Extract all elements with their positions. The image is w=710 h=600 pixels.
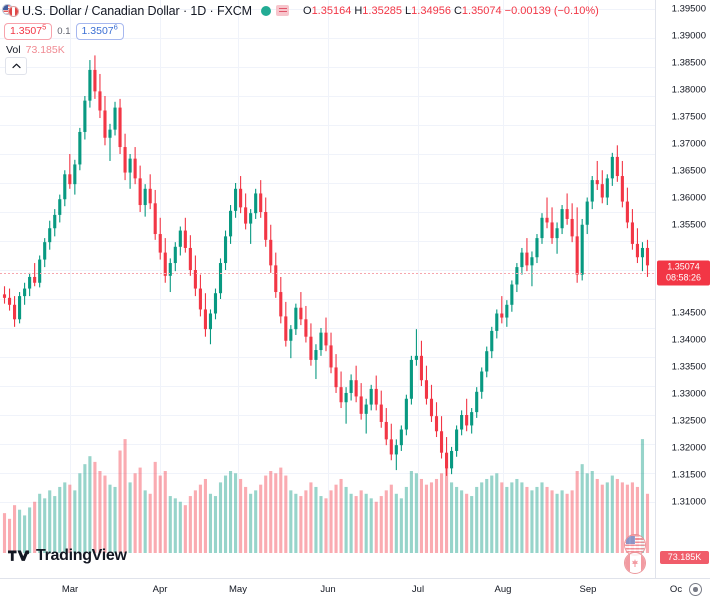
ask-price-badge[interactable]: 1.35076 (75, 22, 124, 40)
chart-canvas[interactable] (0, 0, 655, 578)
price-tick-label: 1.38000 (671, 84, 706, 96)
price-tick-label: 1.39500 (671, 3, 706, 15)
price-tick-label: 1.32500 (671, 415, 706, 427)
price-tick-label: 1.39000 (671, 30, 706, 42)
time-tick-label: Jun (320, 584, 336, 595)
flag-marker-ca[interactable] (624, 552, 646, 574)
time-tick-label: Mar (61, 584, 79, 595)
price-tick-label: 1.35500 (671, 219, 706, 231)
time-tick-label: May (229, 584, 247, 595)
time-tick-label: Jul (411, 584, 425, 595)
price-tick-label: 1.37500 (671, 111, 706, 123)
price-tick-label: 1.33500 (671, 361, 706, 373)
current-price-badge[interactable]: 1.35074 08:58:26 (657, 260, 710, 286)
time-tick-label: Apr (152, 584, 168, 595)
time-axis[interactable]: Mar Apr May Jun Jul Aug Sep Oc (0, 578, 710, 600)
bid-price-sup: 5 (42, 22, 47, 31)
price-tick-label: 1.33000 (671, 388, 706, 400)
ask-price-main: 1.3507 (81, 24, 114, 37)
volume-bars (2, 439, 650, 553)
maple-leaf-icon (631, 559, 639, 567)
price-tick-label: 1.31500 (671, 469, 706, 481)
price-tick-label: 1.34500 (671, 307, 706, 319)
grid-lines (0, 0, 655, 553)
volume-current-badge[interactable]: 73.185K (660, 551, 709, 564)
time-tick-label: Oc (669, 584, 683, 595)
current-price-value: 1.35074 (667, 261, 700, 272)
price-tick-label: 1.31000 (671, 496, 706, 508)
legend-quote-row: 1.35075 0.1 1.35076 (2, 22, 655, 40)
ask-price-sup: 6 (113, 22, 118, 31)
axis-settings-icon[interactable] (689, 583, 702, 596)
price-tick-label: 1.36500 (671, 165, 706, 177)
flag-marker-us[interactable] (624, 534, 646, 556)
legend-collapse-button[interactable] (5, 57, 27, 75)
chart-plot-area[interactable] (0, 0, 655, 578)
watermark-text: TradingView (36, 547, 127, 564)
tradingview-logo-icon (8, 550, 30, 561)
bid-price-badge[interactable]: 1.35075 (4, 22, 53, 40)
price-axis[interactable]: 1.39500 1.39000 1.38500 1.38000 1.37500 1.370… (655, 0, 710, 578)
price-tick-label: 1.38500 (671, 57, 706, 69)
price-tick-label: 1.36000 (671, 192, 706, 204)
candlestick-series[interactable] (2, 55, 650, 476)
price-tick-label: 1.32000 (671, 442, 706, 454)
tradingview-watermark[interactable]: TradingView (8, 547, 127, 565)
time-tick-label: Sep (579, 584, 597, 595)
price-tick-label: 1.37000 (671, 138, 706, 150)
chevron-up-icon (11, 63, 21, 69)
price-tick-label: 1.34000 (671, 334, 706, 346)
time-tick-label: Aug (494, 584, 512, 595)
bid-price-main: 1.3507 (10, 24, 43, 37)
current-price-countdown: 08:58:26 (665, 272, 702, 283)
